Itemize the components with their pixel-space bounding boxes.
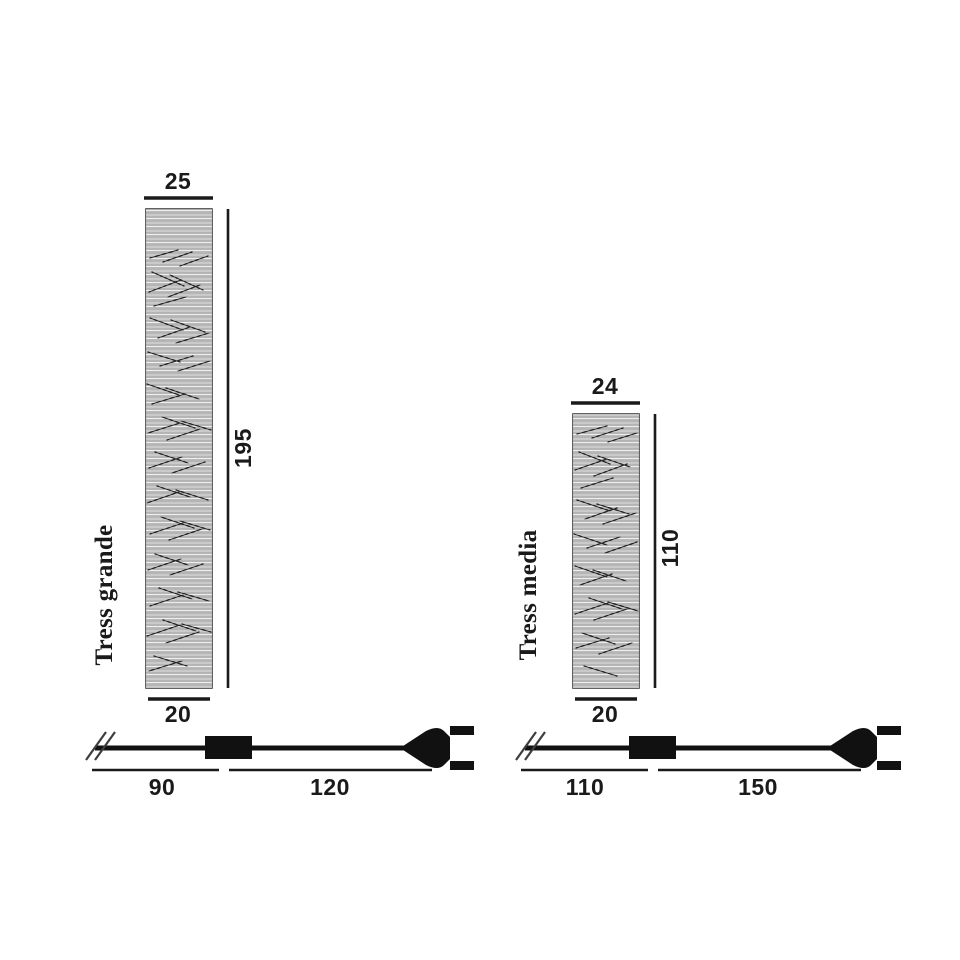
dimension-bottom-width-media: 20 xyxy=(575,697,637,727)
shade-tress-strands-media xyxy=(573,425,639,677)
dimension-value-bottom-width-media: 20 xyxy=(592,701,619,727)
dimension-value-cord-a-media: 110 xyxy=(566,774,605,800)
dimension-value-top-width-grande: 25 xyxy=(165,168,192,194)
shade-weave-texture-media xyxy=(573,414,639,688)
dimension-value-top-width-media: 24 xyxy=(592,373,619,399)
inline-switch-icon-media xyxy=(629,736,676,759)
break-line-icon-grande xyxy=(85,731,116,761)
dimension-cord-b-grande: 120 xyxy=(229,768,432,800)
dimension-cord-a-media: 110 xyxy=(521,768,648,800)
dimension-value-cord-a-grande: 90 xyxy=(149,774,176,800)
product-group-tress-media: 24 xyxy=(515,373,901,800)
dimension-value-cord-b-media: 150 xyxy=(738,774,778,800)
dimension-height-grande: 195 xyxy=(226,209,256,688)
product-label-tress-grande: Tress grande xyxy=(91,525,118,666)
lamp-shade-media xyxy=(572,413,640,689)
lamp-shade-grande xyxy=(145,208,213,689)
cord-assembly-media: 110 150 xyxy=(515,726,901,800)
dimension-value-height-media: 110 xyxy=(657,529,683,568)
inline-switch-icon-grande xyxy=(205,736,252,759)
dimension-bottom-width-grande: 20 xyxy=(148,697,210,727)
dimension-value-height-grande: 195 xyxy=(230,428,256,468)
cord-assembly-grande: 90 120 xyxy=(85,726,474,800)
shade-tress-strands-grande xyxy=(146,249,212,672)
dimension-height-media: 110 xyxy=(653,414,683,688)
dimension-cord-b-media: 150 xyxy=(658,768,861,800)
dimension-top-width-grande: 25 xyxy=(144,168,213,200)
dimension-cord-a-grande: 90 xyxy=(92,768,219,800)
dimension-value-cord-b-grande: 120 xyxy=(310,774,350,800)
product-label-tress-media: Tress media xyxy=(515,529,542,660)
dimension-top-width-media: 24 xyxy=(571,373,640,405)
break-line-icon-media xyxy=(515,731,546,761)
product-group-tress-grande: 25 xyxy=(85,168,474,800)
dimension-value-bottom-width-grande: 20 xyxy=(165,701,192,727)
